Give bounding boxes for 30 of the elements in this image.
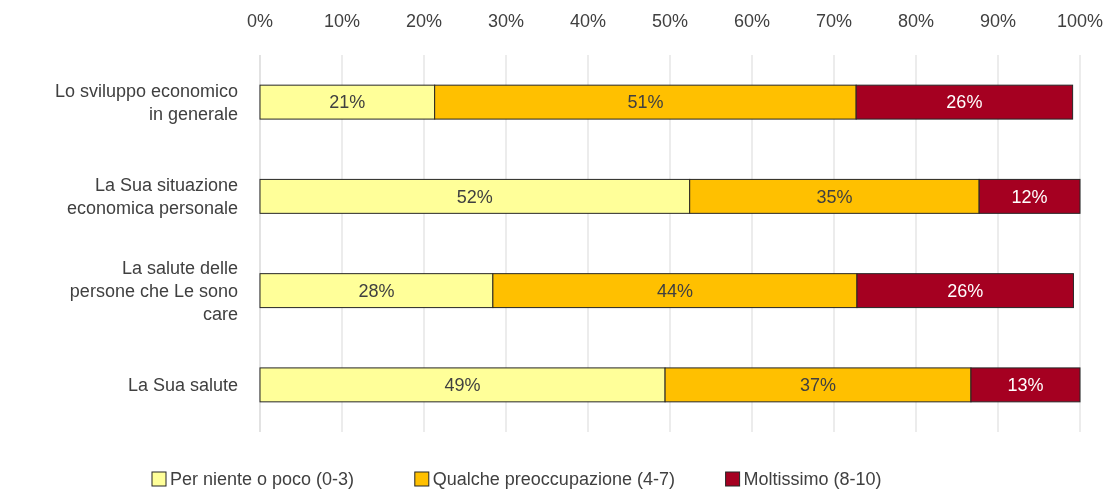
legend-label: Qualche preoccupazione (4-7) <box>432 469 675 489</box>
data-label: 26% <box>947 280 984 301</box>
legend-label: Moltissimo (8-10) <box>743 469 882 489</box>
data-label: 44% <box>656 280 693 301</box>
x-tick-label: 60% <box>733 11 771 31</box>
data-label: 28% <box>358 280 395 301</box>
data-label: 21% <box>329 92 366 113</box>
x-tick-label: 90% <box>979 11 1017 31</box>
data-label: 37% <box>799 375 837 396</box>
x-tick-label: 40% <box>569 11 607 31</box>
x-tick-label: 80% <box>897 11 935 31</box>
x-tick-label: 100% <box>1056 11 1104 31</box>
data-label: 35% <box>816 186 853 207</box>
data-label: 13% <box>1007 375 1044 396</box>
x-tick-label: 20% <box>405 11 443 31</box>
data-label: 26% <box>946 92 983 113</box>
x-tick-label: 70% <box>815 11 853 31</box>
data-label: 49% <box>444 375 481 396</box>
x-tick-label: 0% <box>246 11 274 31</box>
data-label: 52% <box>456 186 493 207</box>
data-label: 51% <box>627 92 664 113</box>
y-tick-label: La Sua situazione economica personale <box>66 175 238 219</box>
x-tick-label: 50% <box>651 11 689 31</box>
legend-label: Per niente o poco (0-3) <box>170 469 355 489</box>
data-label: 12% <box>1011 186 1048 207</box>
y-tick-label: La salute delle persone che Le sono care <box>69 257 238 324</box>
x-tick-label: 10% <box>323 11 361 31</box>
x-tick-label: 30% <box>487 11 525 31</box>
y-tick-label: Lo sviluppo economico in generale <box>54 80 238 124</box>
y-tick-label: La Sua salute <box>127 375 238 396</box>
